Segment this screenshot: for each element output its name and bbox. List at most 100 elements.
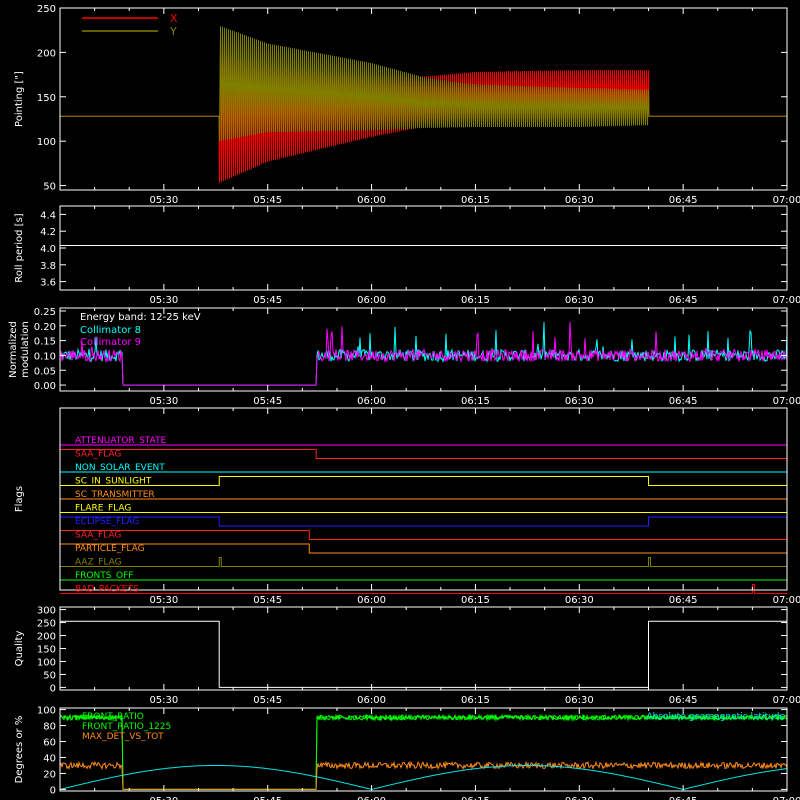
- y-tick-label: 4.0: [40, 244, 56, 255]
- y-tick-label: 250: [37, 4, 56, 15]
- y-tick-label: 60: [43, 738, 56, 749]
- ratio-legend-label: FRONT_RATIO_1225: [82, 722, 171, 732]
- ratio-legend-label: FRONT_RATIO: [82, 712, 144, 722]
- time-tick-label: 05:30: [149, 195, 178, 206]
- y-tick-label: 3.6: [40, 278, 56, 289]
- y-tick-label: 0.05: [34, 366, 56, 377]
- flag-label: SAA_FLAG: [75, 531, 121, 541]
- pointing-series-y: [60, 26, 787, 142]
- time-tick-label: 05:30: [149, 695, 178, 706]
- time-tick-label: 05:45: [253, 295, 282, 306]
- time-tick-label: 07:00: [773, 195, 800, 206]
- ratio-legend-label: MAX_DET_VS_TOT: [82, 732, 164, 742]
- panel-frame-pointing: [59, 7, 788, 191]
- time-tick-label: 06:45: [669, 796, 698, 800]
- y-tick-label: 80: [43, 722, 56, 733]
- flag-label: SC_IN_SUNLIGHT: [75, 477, 152, 487]
- y-tick-label: 100: [37, 657, 56, 668]
- y-tick-label: 50: [43, 670, 56, 681]
- time-tick-label: 06:00: [357, 295, 386, 306]
- panel-frame-flags: [59, 407, 788, 591]
- y-tick-label: 0: [50, 785, 56, 796]
- time-tick-label: 05:45: [253, 396, 282, 407]
- time-tick-label: 05:45: [253, 796, 282, 800]
- y-axis-label: Flags: [14, 486, 25, 512]
- time-tick-label: 06:45: [669, 695, 698, 706]
- flag-label: SAA_FLAG: [75, 450, 121, 460]
- time-tick-label: 06:00: [357, 695, 386, 706]
- y-tick-label: 0.10: [34, 351, 56, 362]
- time-tick-label: 06:00: [357, 396, 386, 407]
- time-tick-label: 07:00: [773, 695, 800, 706]
- y-tick-label: 100: [37, 706, 56, 717]
- flag-trace: [60, 584, 787, 594]
- time-tick-label: 06:00: [357, 796, 386, 800]
- flag-label: FLARE_FLAG: [75, 504, 131, 514]
- time-tick-label: 06:15: [461, 595, 490, 606]
- panel-frame-ratios: [59, 707, 788, 792]
- time-tick-label: 07:00: [773, 396, 800, 407]
- time-tick-label: 06:15: [461, 295, 490, 306]
- energy-band-annotation: Energy band: 12-25 keV: [80, 312, 201, 323]
- y-tick-label: 200: [37, 632, 56, 643]
- y-tick-label: 250: [37, 619, 56, 630]
- y-tick-label: 4.2: [40, 227, 56, 238]
- flag-label: ECLIPSE_FLAG: [75, 517, 139, 527]
- y-tick-label: 200: [37, 48, 56, 59]
- legend-label-y: Y: [169, 25, 177, 38]
- time-tick-label: 07:00: [773, 295, 800, 306]
- time-tick-label: 06:00: [357, 595, 386, 606]
- y-tick-label: 0.00: [34, 381, 56, 392]
- time-tick-label: 06:45: [669, 595, 698, 606]
- time-tick-label: 06:30: [565, 595, 594, 606]
- y-tick-label: 20: [43, 769, 56, 780]
- y-axis-label: Pointing ["]: [14, 71, 25, 127]
- time-tick-label: 05:30: [149, 796, 178, 800]
- time-tick-label: 06:45: [669, 195, 698, 206]
- y-tick-label: 50: [43, 182, 56, 193]
- time-tick-label: 06:30: [565, 195, 594, 206]
- time-tick-label: 06:30: [565, 295, 594, 306]
- time-tick-label: 06:30: [565, 796, 594, 800]
- flag-label: AAZ_FLAG: [75, 558, 122, 568]
- y-tick-label: 40: [43, 753, 56, 764]
- time-tick-label: 05:45: [253, 595, 282, 606]
- y-tick-label: 0.20: [34, 322, 56, 333]
- y-axis-label: Normalized: [8, 321, 19, 378]
- time-tick-label: 07:00: [773, 796, 800, 800]
- legend-label-x: X: [170, 12, 178, 25]
- y-tick-label: 100: [37, 137, 56, 148]
- time-tick-label: 05:30: [149, 396, 178, 407]
- time-tick-label: 06:15: [461, 796, 490, 800]
- geomag-latitude-series: [60, 765, 787, 790]
- time-tick-label: 06:15: [461, 396, 490, 407]
- modulation-series-collimator9: [60, 321, 787, 386]
- flag-label: BAD_PACKETS: [75, 585, 139, 595]
- time-tick-label: 06:30: [565, 396, 594, 407]
- y-tick-label: 3.8: [40, 261, 56, 272]
- y-tick-label: 150: [37, 93, 56, 104]
- time-tick-label: 05:45: [253, 195, 282, 206]
- y-axis-label: Roll period [s]: [14, 213, 25, 282]
- panel-frame-modulation: [59, 307, 788, 392]
- time-tick-label: 06:45: [669, 295, 698, 306]
- flag-trace: [60, 476, 787, 486]
- time-tick-label: 06:45: [669, 396, 698, 407]
- y-tick-label: 150: [37, 645, 56, 656]
- y-tick-label: 0.15: [34, 337, 56, 348]
- y-tick-label: 300: [37, 606, 56, 617]
- geomag-annotation: Absolute geomagnetic latitude: [646, 712, 785, 722]
- time-tick-label: 06:30: [565, 695, 594, 706]
- flag-trace: [59, 516, 788, 527]
- time-tick-label: 05:45: [253, 695, 282, 706]
- time-tick-label: 05:30: [149, 595, 178, 606]
- flag-label: ATTENUATOR_STATE: [75, 436, 167, 446]
- time-tick-label: 06:15: [461, 695, 490, 706]
- time-tick-label: 06:00: [357, 195, 386, 206]
- quality-series: [60, 620, 787, 688]
- y-axis-label: Degrees or %: [14, 716, 25, 784]
- flag-label: FRONTS_OFF: [75, 571, 133, 581]
- legend-collimator9: Collimator 9: [80, 337, 141, 348]
- y-tick-label: 4.4: [40, 210, 56, 221]
